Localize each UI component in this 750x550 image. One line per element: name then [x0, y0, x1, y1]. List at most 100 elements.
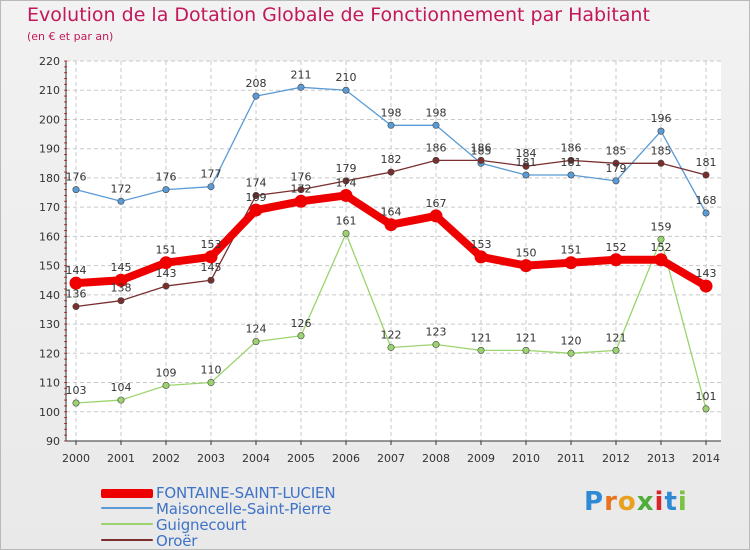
legend-label-guignecourt: Guignecourt	[156, 516, 247, 534]
series-point-2	[162, 381, 170, 389]
data-label-2: 121	[606, 331, 627, 344]
data-label-3: 185	[651, 144, 672, 157]
data-label-2: 126	[291, 317, 312, 330]
series-point-3	[342, 177, 350, 185]
series-point-0	[294, 194, 308, 208]
series-point-1	[162, 186, 170, 194]
line-chart: 90 100 110 120 130 140 150 160 170 180 190 200 210 22…	[39, 55, 721, 465]
data-label-1: 176	[156, 171, 177, 184]
data-label-0: 143	[696, 267, 717, 280]
series-point-2	[342, 229, 350, 237]
series-point-3	[702, 171, 710, 179]
data-label-3: 176	[291, 171, 312, 184]
legend-label-fontaine: FONTAINE-SAINT-LUCIEN	[156, 484, 336, 502]
series-point-1	[117, 197, 125, 205]
data-label-2: 109	[156, 366, 177, 379]
data-label-0: 169	[246, 191, 267, 204]
data-label-3: 186	[471, 141, 492, 154]
series-point-1	[612, 177, 620, 185]
series-point-2	[702, 405, 710, 413]
proxiti-logo: Proxiti	[584, 487, 688, 517]
series-point-3	[162, 282, 170, 290]
series-point-3	[612, 159, 620, 167]
series-point-1	[207, 183, 215, 191]
series-point-0	[609, 253, 623, 267]
series-point-0	[204, 250, 218, 264]
data-label-3: 184	[516, 147, 537, 160]
data-label-2: 103	[66, 384, 87, 397]
logo-letter: P	[584, 487, 605, 517]
series-point-0	[69, 276, 83, 290]
series-point-3	[657, 159, 665, 167]
series-point-2	[297, 332, 305, 340]
data-label-1: 177	[201, 168, 222, 181]
data-label-3: 186	[561, 141, 582, 154]
data-label-2: 110	[201, 364, 222, 377]
x-tick-label: 2010	[512, 452, 540, 465]
x-tick-label: 2001	[107, 452, 135, 465]
chart-subtitle: (en € et par an)	[27, 30, 114, 43]
x-tick-label: 2003	[197, 452, 225, 465]
series-point-2	[477, 346, 485, 354]
series-point-2	[207, 379, 215, 387]
series-point-3	[207, 276, 215, 284]
x-tick-label: 2012	[602, 452, 630, 465]
logo-letter: o	[617, 487, 637, 517]
data-label-1: 172	[111, 182, 132, 195]
x-tick-label: 2008	[422, 452, 450, 465]
data-label-0: 174	[336, 176, 357, 189]
data-label-2: 120	[561, 334, 582, 347]
data-label-0: 167	[426, 197, 447, 210]
logo-letter: r	[604, 487, 618, 517]
y-tick-label: 200	[39, 113, 60, 126]
series-point-1	[342, 86, 350, 94]
series-point-3	[72, 303, 80, 311]
data-label-1: 196	[651, 112, 672, 125]
series-point-3	[117, 297, 125, 305]
series-point-0	[339, 188, 353, 202]
data-label-0: 152	[651, 241, 672, 254]
data-label-1: 181	[561, 156, 582, 169]
logo-letter: i	[654, 487, 665, 517]
data-label-3: 145	[201, 261, 222, 274]
data-label-3: 138	[111, 282, 132, 295]
series-point-0	[654, 253, 668, 267]
series-point-2	[387, 343, 395, 351]
series-point-0	[699, 279, 713, 293]
data-label-3: 186	[426, 141, 447, 154]
series-point-1	[567, 171, 575, 179]
data-label-0: 151	[561, 244, 582, 257]
data-label-1: 181	[516, 156, 537, 169]
series-point-2	[432, 341, 440, 349]
logo-letter: x	[636, 487, 655, 517]
series-point-1	[522, 171, 530, 179]
data-label-3: 174	[246, 176, 267, 189]
y-tick-label: 160	[39, 230, 60, 243]
chart-title: Evolution de la Dotation Globale de Fonc…	[27, 4, 650, 26]
series-point-1	[432, 121, 440, 129]
data-label-0: 153	[471, 238, 492, 251]
data-label-1: 208	[246, 77, 267, 90]
data-label-0: 164	[381, 206, 402, 219]
data-label-1: 198	[381, 106, 402, 119]
series-point-1	[252, 92, 260, 100]
legend-swatch-oroer	[101, 539, 153, 541]
x-tick-label: 2009	[467, 452, 495, 465]
y-tick-label: 100	[39, 406, 60, 419]
series-point-0	[384, 218, 398, 232]
data-label-2: 122	[381, 328, 402, 341]
data-label-1: 168	[696, 194, 717, 207]
data-label-2: 124	[246, 323, 267, 336]
series-point-3	[432, 156, 440, 164]
logo-letter: t	[664, 487, 678, 517]
series-point-2	[252, 338, 260, 346]
y-tick-label: 170	[39, 201, 60, 214]
series-point-2	[522, 346, 530, 354]
series-point-0	[474, 250, 488, 264]
series-point-1	[702, 209, 710, 217]
data-label-2: 121	[516, 331, 537, 344]
legend-swatch-maisoncelle	[101, 507, 153, 509]
x-tick-label: 2011	[557, 452, 585, 465]
series-point-0	[114, 273, 128, 287]
